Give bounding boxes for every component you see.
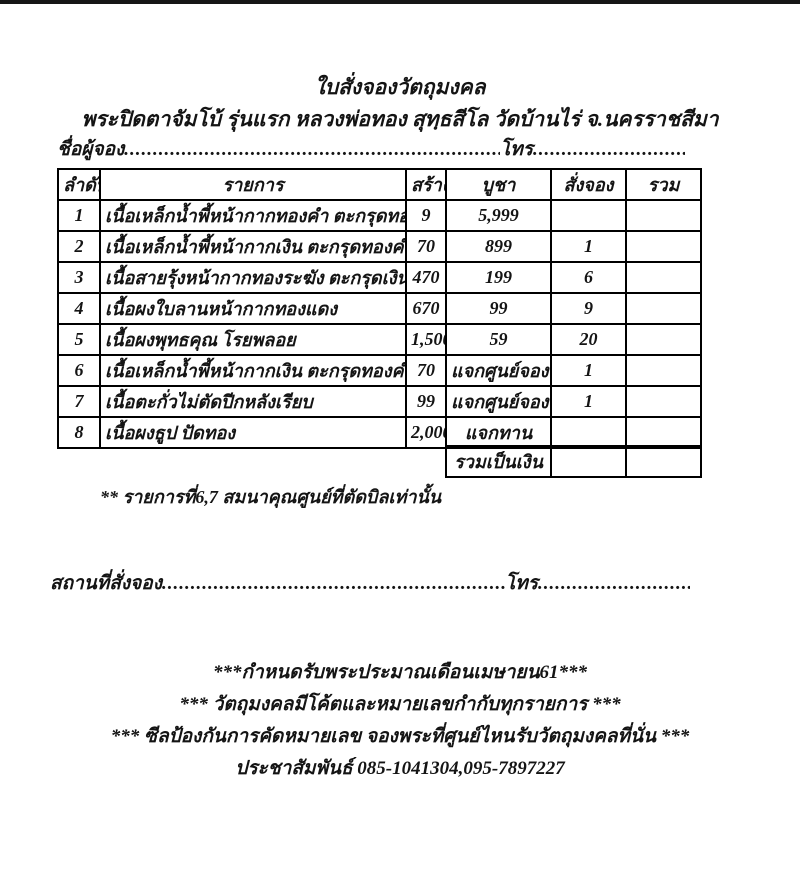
cell-no: 5 [57,323,101,356]
cell-made: 470 [405,261,447,294]
cell-no: 4 [57,292,101,325]
page-subtitle: พระปิดตาจัมโบ้ รุ่นแรก หลวงพ่อทอง สุทฺธส… [81,107,719,131]
header-total: รวม [625,168,702,201]
cell-order [550,199,627,232]
orderer-phone-blank: ........................................… [533,139,685,160]
cell-price: 199 [445,261,552,294]
order-place-line: สถานที่สั่งจอง .........................… [50,572,690,596]
cell-order: 9 [550,292,627,325]
cell-no: 6 [57,354,101,387]
cell-made: 670 [405,292,447,325]
cell-order: 1 [550,385,627,418]
cell-no: 2 [57,230,101,263]
place-phone-label: โทร [505,573,538,594]
cell-order: 20 [550,323,627,356]
cell-total [625,416,702,449]
cell-total [625,292,702,325]
orderer-phone-label: โทร [500,139,533,160]
table-row: 6 เนื้อเหล็กน้ำพี้หน้ากากเงิน ตะกรุดทองค… [57,354,702,387]
cell-total [625,230,702,263]
order-table: ลำดับ รายการ สร้าง บูชา สั่งจอง รวม 1 เน… [57,168,702,449]
scan-edge-bar [0,0,800,4]
cell-order: 1 [550,354,627,387]
table-row: รวมเป็นเงิน [445,445,702,478]
cell-price: แจกทาน [445,416,552,449]
cell-order: 6 [550,261,627,294]
cell-price: 99 [445,292,552,325]
table-row: 4 เนื้อผงใบลานหน้ากากทองแดง 670 99 9 [57,292,702,325]
cell-item: เนื้อเหล็กน้ำพี้หน้ากากทองคำ ตะกรุดทองคำ… [99,199,407,232]
grand-total-row: รวมเป็นเงิน [445,445,702,478]
grand-total-order-cell [550,445,627,478]
cell-total [625,323,702,356]
cell-price: 5,999 [445,199,552,232]
orderer-name-label: ชื่อผู้จอง [57,139,125,160]
cell-no: 3 [57,261,101,294]
cell-item: เนื้อผงธูป ปัดทอง [99,416,407,449]
grand-total-label: รวมเป็นเงิน [445,445,552,478]
cell-no: 1 [57,199,101,232]
header-price: บูชา [445,168,552,201]
cell-price: แจกศูนย์จอง [445,385,552,418]
orderer-name-line: ชื่อผู้จอง .............................… [57,138,685,162]
footer-seal-note: *** ซีลป้องกันการคัดหมายเลข จองพระที่ศูน… [110,726,690,747]
table-row: 3 เนื้อสายรุ้งหน้ากากทองระฆัง ตะกรุดเงิน… [57,261,702,294]
cell-price: 899 [445,230,552,263]
orderer-name-blank: ........................................… [124,139,501,160]
footer-code-note: *** วัตถุมงคลมีโค้ตและหมายเลขกำกับทุกราย… [179,694,621,715]
header-order: สั่งจอง [550,168,627,201]
header-item: รายการ [99,168,407,201]
table-row: 2 เนื้อเหล็กน้ำพี้หน้ากากเงิน ตะกรุดทองค… [57,230,702,263]
header-no: ลำดับ [57,168,101,201]
cell-total [625,261,702,294]
cell-total [625,354,702,387]
cell-made: 2,000 [405,416,447,449]
cell-made: 1,500 [405,323,447,356]
cell-item: เนื้อสายรุ้งหน้ากากทองระฆัง ตะกรุดเงินคู… [99,261,407,294]
cell-item: เนื้อเหล็กน้ำพี้หน้ากากเงิน ตะกรุดทองคำ+… [99,230,407,263]
table-header-row: ลำดับ รายการ สร้าง บูชา สั่งจอง รวม [57,168,702,201]
footer-delivery-date: ***กำหนดรับพระประมาณเดือนเมษายน61*** [212,662,588,683]
cell-item: เนื้อตะกั่วไม่ตัดปีกหลังเรียบ [99,385,407,418]
order-place-label: สถานที่สั่งจอง [50,573,162,594]
table-row: 8 เนื้อผงธูป ปัดทอง 2,000 แจกทาน [57,416,702,449]
order-place-blank: ........................................… [161,573,505,594]
cell-made: 9 [405,199,447,232]
footer-contact-phones: ประชาสัมพันธ์ 085-1041304,095-7897227 [235,758,565,779]
page-title: ใบสั่งจองวัตถุมงคล [314,75,486,99]
cell-item: เนื้อผงใบลานหน้ากากทองแดง [99,292,407,325]
header-made: สร้าง [405,168,447,201]
cell-no: 8 [57,416,101,449]
table-row: 1 เนื้อเหล็กน้ำพี้หน้ากากทองคำ ตะกรุดทอง… [57,199,702,232]
cell-no: 7 [57,385,101,418]
cell-order [550,416,627,449]
cell-item: เนื้อผงพุทธคุณ โรยพลอย [99,323,407,356]
cell-total [625,199,702,232]
cell-order: 1 [550,230,627,263]
cell-price: แจกศูนย์จอง [445,354,552,387]
footnote-items-6-7: ** รายการที่6,7 สมนาคุณศูนย์ที่ตัดบิลเท่… [100,487,442,507]
place-phone-blank: ........................................… [538,573,690,594]
table-row: 7 เนื้อตะกั่วไม่ตัดปีกหลังเรียบ 99 แจกศู… [57,385,702,418]
cell-item: เนื้อเหล็กน้ำพี้หน้ากากเงิน ตะกรุดทองคำ1… [99,354,407,387]
cell-total [625,385,702,418]
grand-total-sum-cell [625,445,702,478]
cell-made: 99 [405,385,447,418]
cell-price: 59 [445,323,552,356]
cell-made: 70 [405,354,447,387]
cell-made: 70 [405,230,447,263]
table-row: 5 เนื้อผงพุทธคุณ โรยพลอย 1,500 59 20 [57,323,702,356]
